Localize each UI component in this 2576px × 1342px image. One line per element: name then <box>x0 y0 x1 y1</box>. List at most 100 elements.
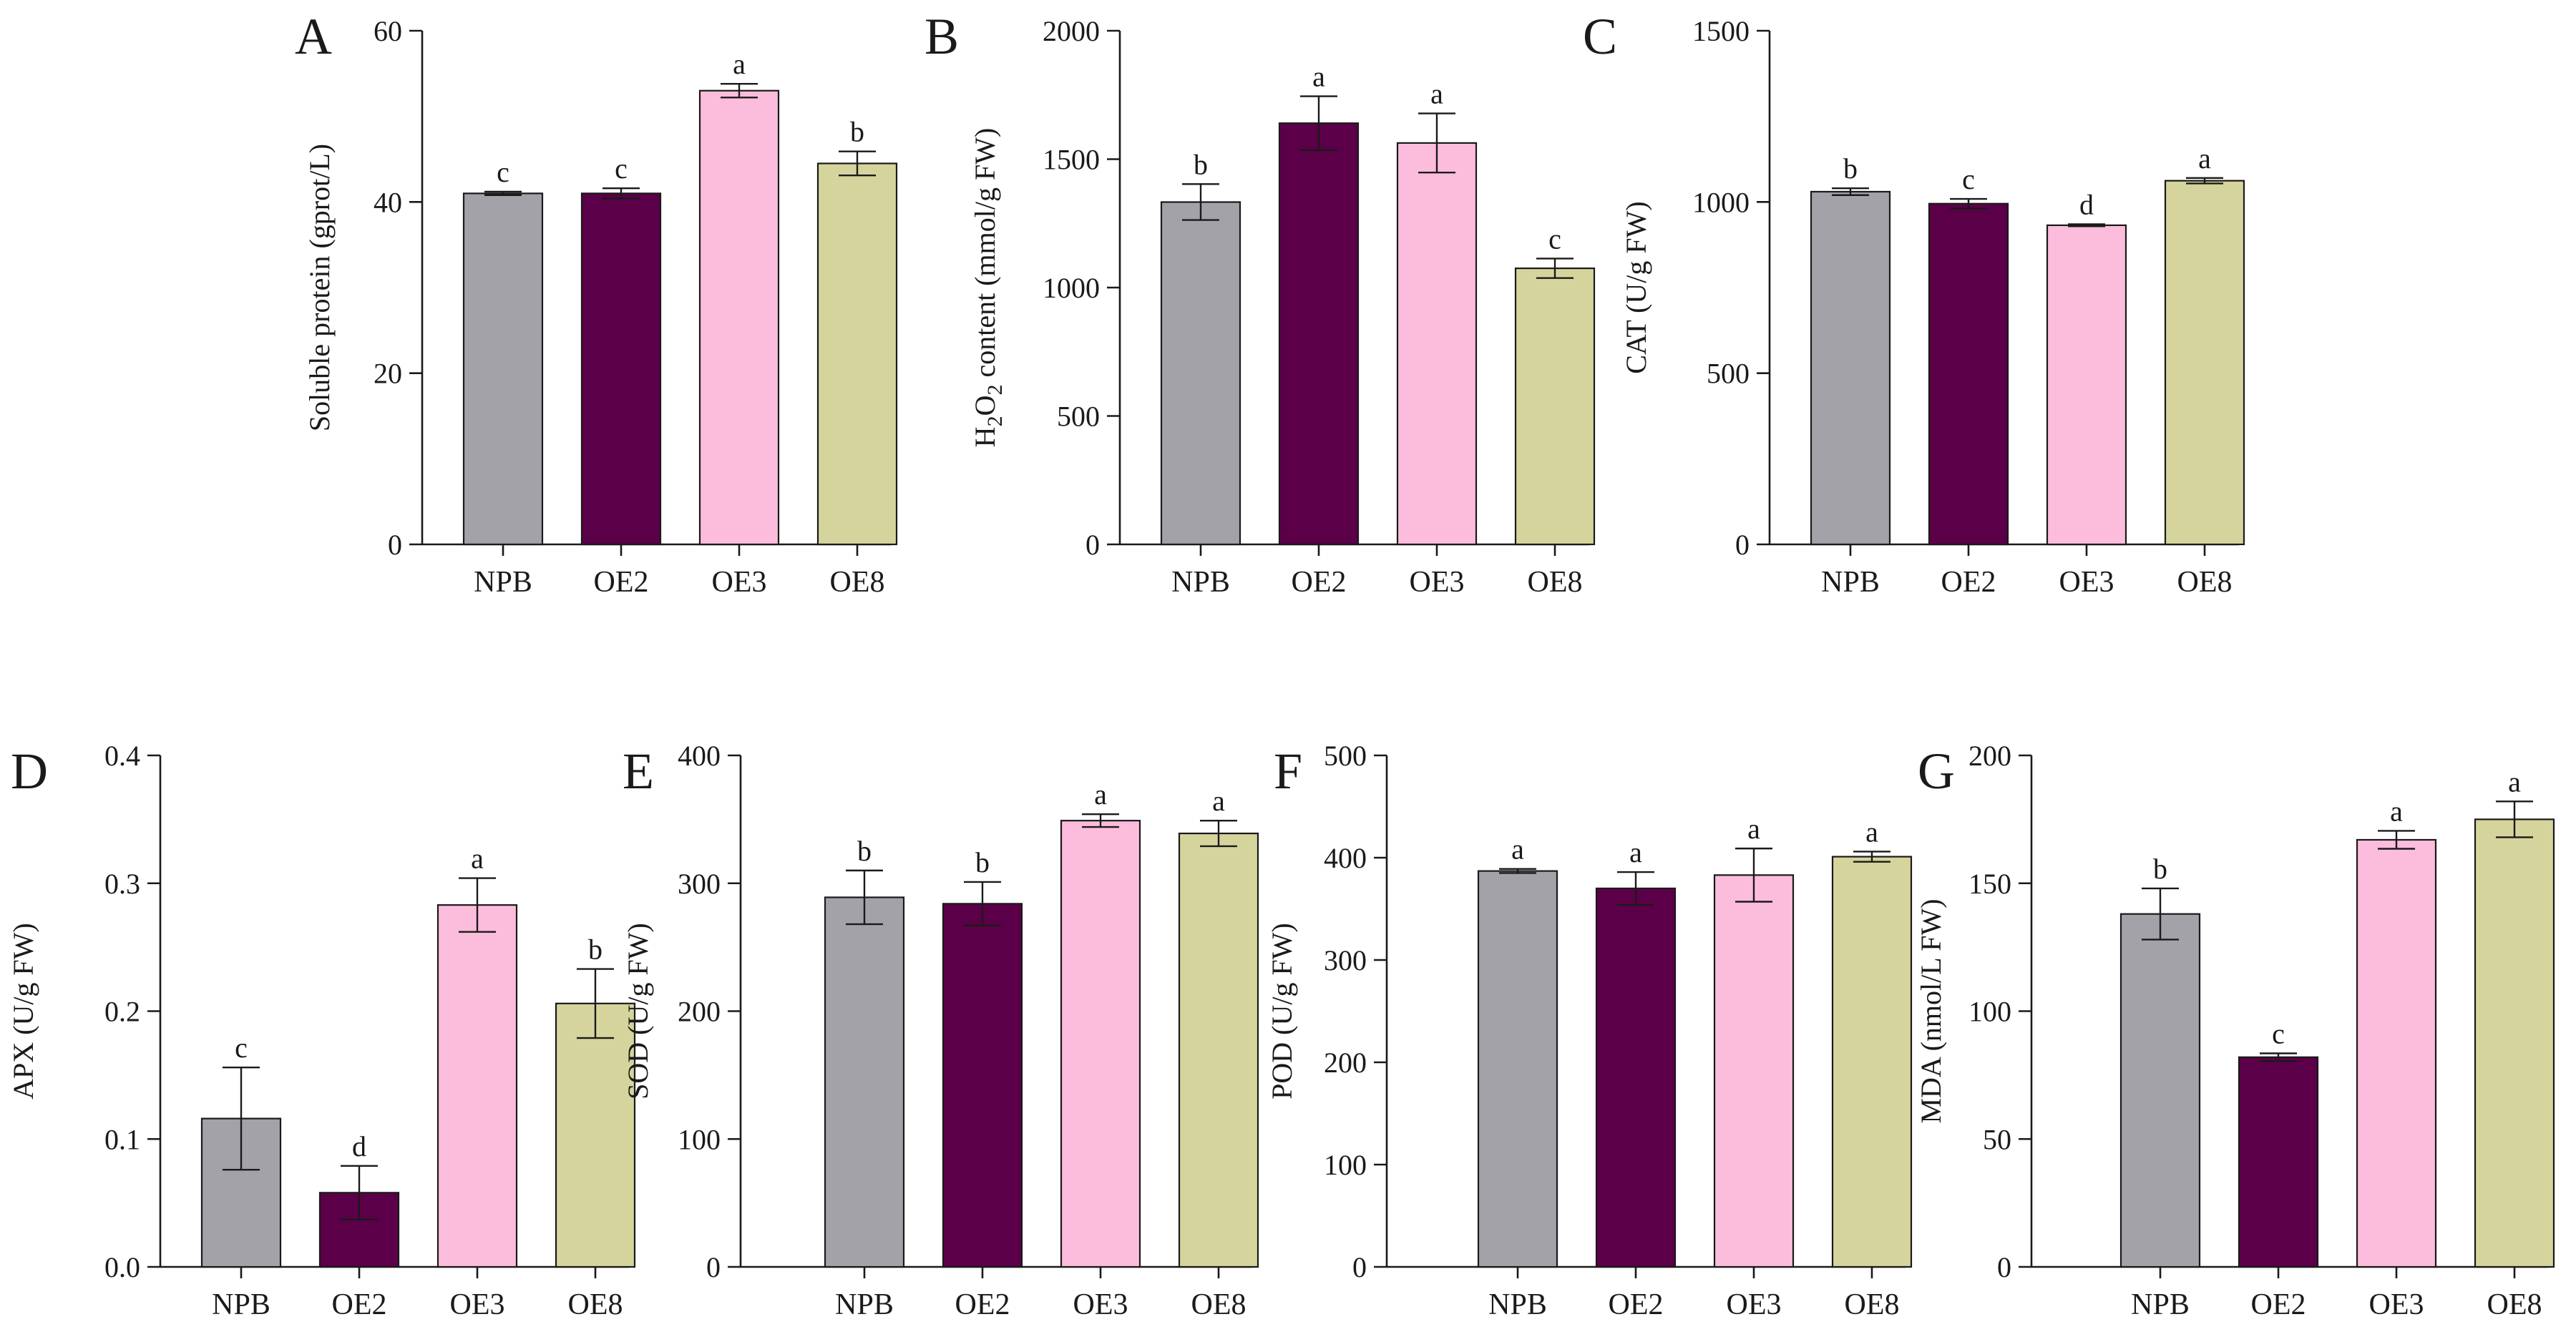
x-tick-label: OE3 <box>2059 566 2114 599</box>
x-tick-label: OE2 <box>594 566 649 599</box>
x-tick-label: OE8 <box>568 1288 623 1321</box>
significance-letter: b <box>1843 152 1858 185</box>
bar-oe3 <box>436 904 518 1268</box>
bar-oe8 <box>816 162 898 546</box>
significance-letter: a <box>2508 765 2521 798</box>
x-tick-label: OE8 <box>1191 1288 1246 1321</box>
panel-letter: E <box>623 743 654 800</box>
y-axis-title: H2O2 content (mmol/g FW) <box>969 128 1007 448</box>
x-tick-label: NPB <box>2131 1288 2190 1321</box>
y-tick-label: 0.2 <box>104 996 140 1028</box>
chart-panel-d: D 0.0 0.1 0.2 0.3 0.4 APX (U/g FW) c NPB d OE2 a OE3… <box>7 740 636 1321</box>
x-tick-label: NPB <box>1171 566 1230 599</box>
chart-panel-b: B 0 500 1000 1500 2000 H2O2 content (mmol/g FW… <box>924 8 1596 599</box>
y-tick-label: 60 <box>374 15 402 47</box>
significance-letter: a <box>1094 778 1107 810</box>
significance-letter: a <box>1629 836 1642 868</box>
bar-oe8 <box>555 1002 636 1268</box>
y-axis-title: POD (U/g FW) <box>1266 923 1298 1099</box>
y-tick-label: 0.1 <box>104 1123 140 1155</box>
significance-letter: a <box>471 843 484 875</box>
significance-letter: d <box>352 1130 366 1162</box>
x-tick-label: OE3 <box>2369 1288 2424 1321</box>
significance-letter: b <box>975 846 990 878</box>
x-tick-label: OE3 <box>450 1288 505 1321</box>
y-tick-label: 150 <box>1968 868 2011 900</box>
panel-letter: A <box>295 8 332 65</box>
y-tick-label: 100 <box>1968 996 2011 1028</box>
significance-letter: a <box>1212 785 1225 817</box>
significance-letter: b <box>857 835 872 867</box>
x-tick-label: OE2 <box>2251 1288 2306 1321</box>
x-tick-label: OE8 <box>830 566 885 599</box>
y-tick-label: 0 <box>1735 529 1750 561</box>
x-tick-label: OE2 <box>955 1288 1010 1321</box>
y-tick-label: 500 <box>1057 401 1100 433</box>
y-tick-label: 40 <box>374 186 402 218</box>
y-tick-label: 0 <box>1085 529 1100 561</box>
y-tick-label: 1000 <box>1043 272 1100 304</box>
significance-letter: b <box>850 116 864 148</box>
significance-letter: d <box>2079 188 2094 220</box>
bar-oe3 <box>2356 838 2437 1268</box>
y-tick-label: 0 <box>1352 1251 1367 1283</box>
bar-oe3 <box>1396 142 1478 546</box>
chart-panel-g: G 0 50 100 150 200 MDA (nmol/L FW) b NPB c OE2 a OE3… <box>1915 740 2555 1321</box>
x-tick-label: NPB <box>1821 566 1880 599</box>
significance-letter: c <box>2272 1017 2285 1049</box>
significance-letter: a <box>733 48 746 80</box>
y-tick-label: 0.3 <box>104 868 140 900</box>
significance-letter: c <box>497 156 509 188</box>
bar-npb <box>1810 190 1891 546</box>
x-tick-label: NPB <box>1488 1288 1547 1321</box>
x-tick-label: OE8 <box>1528 566 1583 599</box>
y-tick-label: 0.0 <box>104 1251 140 1283</box>
panel-letter: D <box>11 743 48 800</box>
bar-oe2 <box>1595 887 1677 1268</box>
x-tick-label: OE8 <box>2487 1288 2542 1321</box>
significance-letter: a <box>1747 813 1760 845</box>
significance-letter: b <box>1194 148 1208 180</box>
significance-letter: a <box>1865 816 1878 848</box>
bar-oe2 <box>1278 122 1360 546</box>
chart-panel-f: F 0 100 200 300 400 500 POD (U/g FW) a NPB a OE2 a OE… <box>1266 740 1913 1321</box>
x-tick-label: NPB <box>212 1288 270 1321</box>
y-tick-label: 500 <box>1707 358 1750 390</box>
x-tick-label: OE2 <box>1609 1288 1664 1321</box>
bar-npb <box>1477 870 1558 1268</box>
bar-oe3 <box>698 89 780 546</box>
y-tick-label: 0.4 <box>104 740 140 772</box>
significance-letter: b <box>588 934 602 966</box>
x-tick-label: NPB <box>835 1288 894 1321</box>
significance-letter: a <box>2198 142 2211 175</box>
significance-letter: c <box>235 1032 248 1064</box>
y-tick-label: 1000 <box>1692 186 1750 218</box>
bar-npb <box>824 896 905 1268</box>
bar-oe3 <box>1713 874 1795 1268</box>
y-tick-label: 0 <box>388 529 402 561</box>
bar-oe8 <box>2164 180 2245 546</box>
y-tick-label: 300 <box>1324 944 1367 976</box>
panel-letter: B <box>924 8 959 65</box>
bar-npb <box>2119 913 2201 1268</box>
bar-oe2 <box>1928 202 2009 546</box>
bar-oe2 <box>942 903 1023 1268</box>
y-tick-label: 0 <box>1997 1251 2011 1283</box>
chart-panel-a: A 0 20 40 60 Soluble protein (gprot/L) c NPB c OE… <box>295 8 898 599</box>
significance-letter: c <box>615 152 628 185</box>
x-tick-label: OE3 <box>1073 1288 1128 1321</box>
y-tick-label: 400 <box>678 740 721 772</box>
y-axis-title: APX (U/g FW) <box>7 923 39 1099</box>
significance-letter: a <box>1312 61 1325 93</box>
y-axis-title: Soluble protein (gprot/L) <box>303 144 336 431</box>
bar-oe3 <box>1060 820 1141 1268</box>
y-tick-label: 1500 <box>1043 144 1100 176</box>
x-tick-label: OE3 <box>1410 566 1465 599</box>
chart-panels: A 0 20 40 60 Soluble protein (gprot/L) c NPB c OE… <box>7 8 2555 1321</box>
x-tick-label: OE2 <box>332 1288 387 1321</box>
bar-oe8 <box>2474 818 2555 1268</box>
bar-oe2 <box>2238 1056 2319 1268</box>
panel-letter: G <box>1918 743 1955 800</box>
x-tick-label: OE2 <box>1941 566 1996 599</box>
